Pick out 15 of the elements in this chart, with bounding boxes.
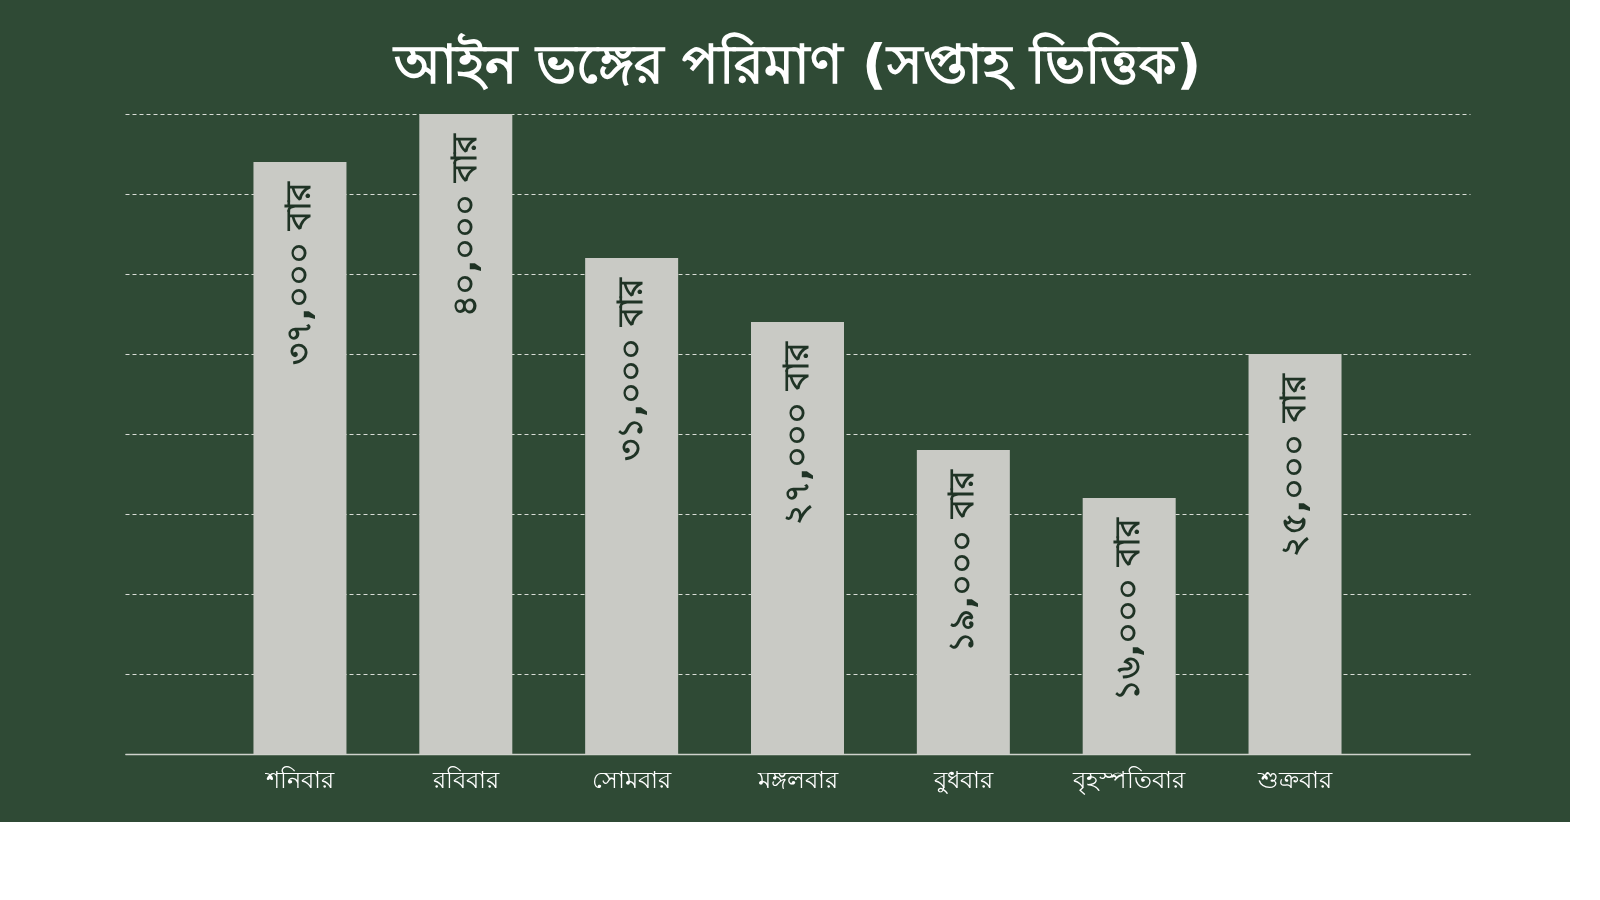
data-label: ১৯,০০০ বার	[941, 469, 982, 653]
x-tick-label: মঙ্গলবার	[756, 765, 839, 794]
x-tick-label: রবিবার	[431, 765, 500, 794]
x-tick-label: শনিবার	[264, 765, 335, 794]
x-tick-label: বুধবার	[932, 765, 994, 794]
data-label: ২৭,০০০ বার	[775, 341, 816, 525]
x-tick-label: সোমবার	[592, 765, 673, 794]
data-label: ৩১,০০০ বার	[609, 277, 650, 461]
chart-title: আইন ভঙ্গের পরিমাণ (সপ্তাহ ভিত্তিক)	[391, 32, 1202, 96]
data-label: ৪০,০০০ বার	[443, 133, 484, 317]
x-tick-label: শুক্রবার	[1257, 765, 1334, 794]
data-label: ১৬,০০০ বার	[1107, 517, 1148, 701]
data-label: ২৫,০০০ বার	[1273, 373, 1314, 557]
data-label: ৩৭,০০০ বার	[277, 181, 318, 365]
x-tick-label: বৃহস্পতিবার	[1072, 765, 1187, 795]
